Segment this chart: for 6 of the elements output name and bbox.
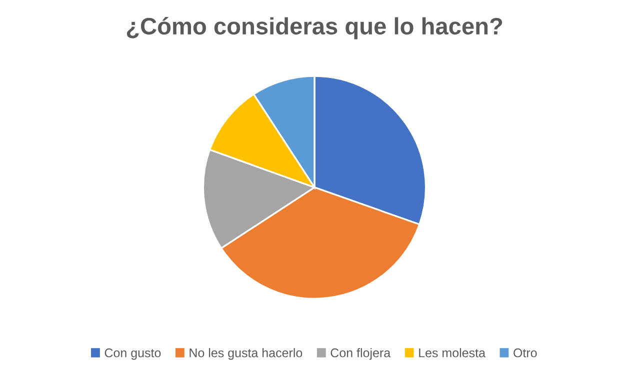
legend-label: Les molesta: [419, 348, 486, 358]
chart-title: ¿Cómo consideras que lo hacen?: [126, 17, 502, 40]
legend-label: Otro: [514, 348, 537, 358]
legend-label: Con gusto: [104, 348, 161, 360]
legend-label: No les gusta hacerlo: [190, 348, 302, 360]
legend-label: Con flojera: [330, 348, 391, 360]
